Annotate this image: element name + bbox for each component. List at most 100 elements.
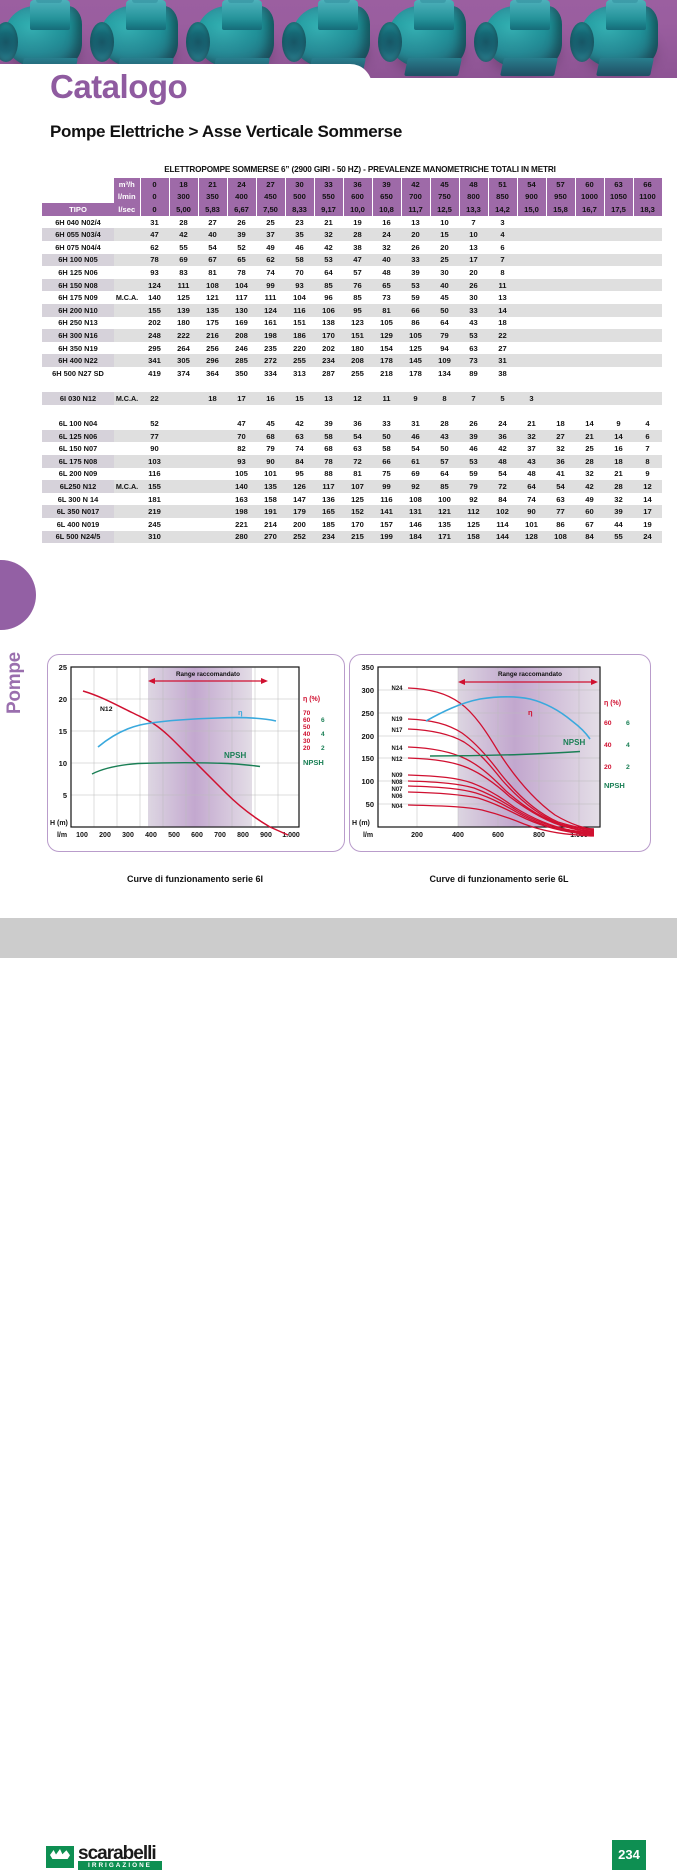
head-value: 33: [401, 253, 430, 267]
head-value: 10: [459, 228, 488, 241]
column-header-value: 21: [198, 178, 228, 191]
unit-mca: [114, 417, 140, 430]
head-value: 94: [430, 341, 459, 355]
head-value: [517, 316, 546, 330]
head-value: 171: [430, 530, 459, 544]
head-value: [517, 366, 546, 380]
head-value: [169, 467, 198, 481]
head-value: 19: [343, 215, 372, 229]
head-value: 161: [256, 316, 285, 330]
model-name: 6L 100 N04: [42, 417, 114, 430]
head-value: 179: [285, 505, 314, 519]
head-value: 54: [546, 480, 575, 493]
unit-mca: [114, 278, 140, 292]
head-value: 7: [488, 253, 517, 267]
curve-npsh: [429, 750, 581, 757]
head-value: 170: [343, 518, 372, 531]
head-value: 64: [430, 316, 459, 330]
head-value: 58: [372, 442, 401, 456]
unit-mca: [114, 266, 140, 279]
head-value: 18: [546, 417, 575, 430]
head-value: [575, 354, 604, 367]
curve-label-npsh: NPSH: [563, 738, 585, 747]
head-value: 46: [285, 240, 314, 254]
head-value: 180: [169, 316, 198, 330]
curve-eta: [425, 695, 591, 740]
curve-label-n06: N06: [391, 794, 403, 800]
svg-text:300: 300: [361, 686, 374, 695]
head-value: 48: [517, 467, 546, 481]
column-header-value: 8,33: [285, 203, 315, 216]
head-value: 234: [314, 354, 343, 367]
unit-mca: [114, 354, 140, 367]
unit-mca: [114, 215, 140, 229]
table-title: ELETTROPOMPE SOMMERSE 6” (2900 GIRI - 50…: [164, 165, 556, 174]
column-header-value: 51: [488, 178, 518, 191]
table-row: 6H 200 N10 155 139 135 130 124 116 106 95 81 66 50 3…: [42, 303, 662, 317]
head-value: 33: [459, 303, 488, 317]
svg-text:400: 400: [145, 832, 157, 839]
head-value: 18: [198, 392, 227, 405]
head-value: [575, 228, 604, 241]
head-value: 79: [256, 442, 285, 456]
model-name: 6L 175 N08: [42, 455, 114, 468]
head-value: 33: [372, 417, 401, 430]
head-value: 7: [459, 392, 488, 405]
head-value: 54: [343, 429, 372, 443]
head-value: 199: [372, 530, 401, 544]
head-value: [633, 366, 662, 380]
column-header-value: 7,50: [256, 203, 286, 216]
column-header-value: 500: [285, 190, 315, 204]
head-value: 141: [372, 505, 401, 519]
head-value: 169: [227, 316, 256, 330]
head-value: [604, 329, 633, 342]
head-value: 198: [256, 329, 285, 342]
head-value: [633, 354, 662, 367]
sidebar-tab-label: Pompe: [4, 652, 25, 714]
svg-text:800: 800: [533, 832, 545, 839]
head-value: 60: [575, 505, 604, 519]
head-value: 26: [227, 215, 256, 229]
column-header-value: 0: [140, 190, 170, 204]
svg-text:NPSH: NPSH: [303, 758, 324, 767]
head-value: [633, 278, 662, 292]
head-value: 48: [372, 266, 401, 279]
head-value: 78: [140, 253, 169, 267]
column-header-value: 450: [256, 190, 286, 204]
svg-text:25: 25: [59, 663, 67, 672]
head-value: 180: [343, 341, 372, 355]
head-value: 90: [140, 442, 169, 456]
head-value: 103: [140, 455, 169, 468]
head-value: 63: [285, 429, 314, 443]
head-value: 66: [372, 455, 401, 468]
head-value: 245: [140, 518, 169, 531]
head-value: 18: [488, 316, 517, 330]
head-value: 125: [459, 518, 488, 531]
head-value: 123: [343, 316, 372, 330]
head-value: [546, 278, 575, 292]
svg-text:40: 40: [303, 731, 311, 738]
column-header-value: 300: [169, 190, 199, 204]
head-value: [604, 266, 633, 279]
head-value: [575, 278, 604, 292]
head-value: 61: [401, 455, 430, 468]
svg-text:250: 250: [361, 709, 374, 718]
table-row: 6H 040 N02/4 31 28 27 26 25 23 21 19 16 13 10 7 3: [42, 215, 662, 229]
head-value: [169, 442, 198, 456]
svg-text:400: 400: [452, 832, 464, 839]
head-value: 26: [401, 240, 430, 254]
head-value: 7: [633, 442, 662, 456]
table-row: 6H 100 N05 78 69 67 65 62 58 53 47 40 33 25 17 7: [42, 253, 662, 267]
column-header-value: 18: [169, 178, 199, 191]
svg-text:70: 70: [303, 710, 311, 717]
unit-mca: M.C.A.: [114, 480, 140, 493]
head-value: 28: [575, 455, 604, 468]
svg-text:1.000: 1.000: [282, 832, 300, 839]
head-value: [546, 253, 575, 267]
head-value: 37: [517, 442, 546, 456]
header-spacer: [42, 190, 114, 204]
sidebar-tab-pompe[interactable]: Pompe: [0, 630, 32, 750]
header-spacer: [42, 178, 114, 191]
head-value: 55: [169, 240, 198, 254]
head-value: 54: [488, 467, 517, 481]
